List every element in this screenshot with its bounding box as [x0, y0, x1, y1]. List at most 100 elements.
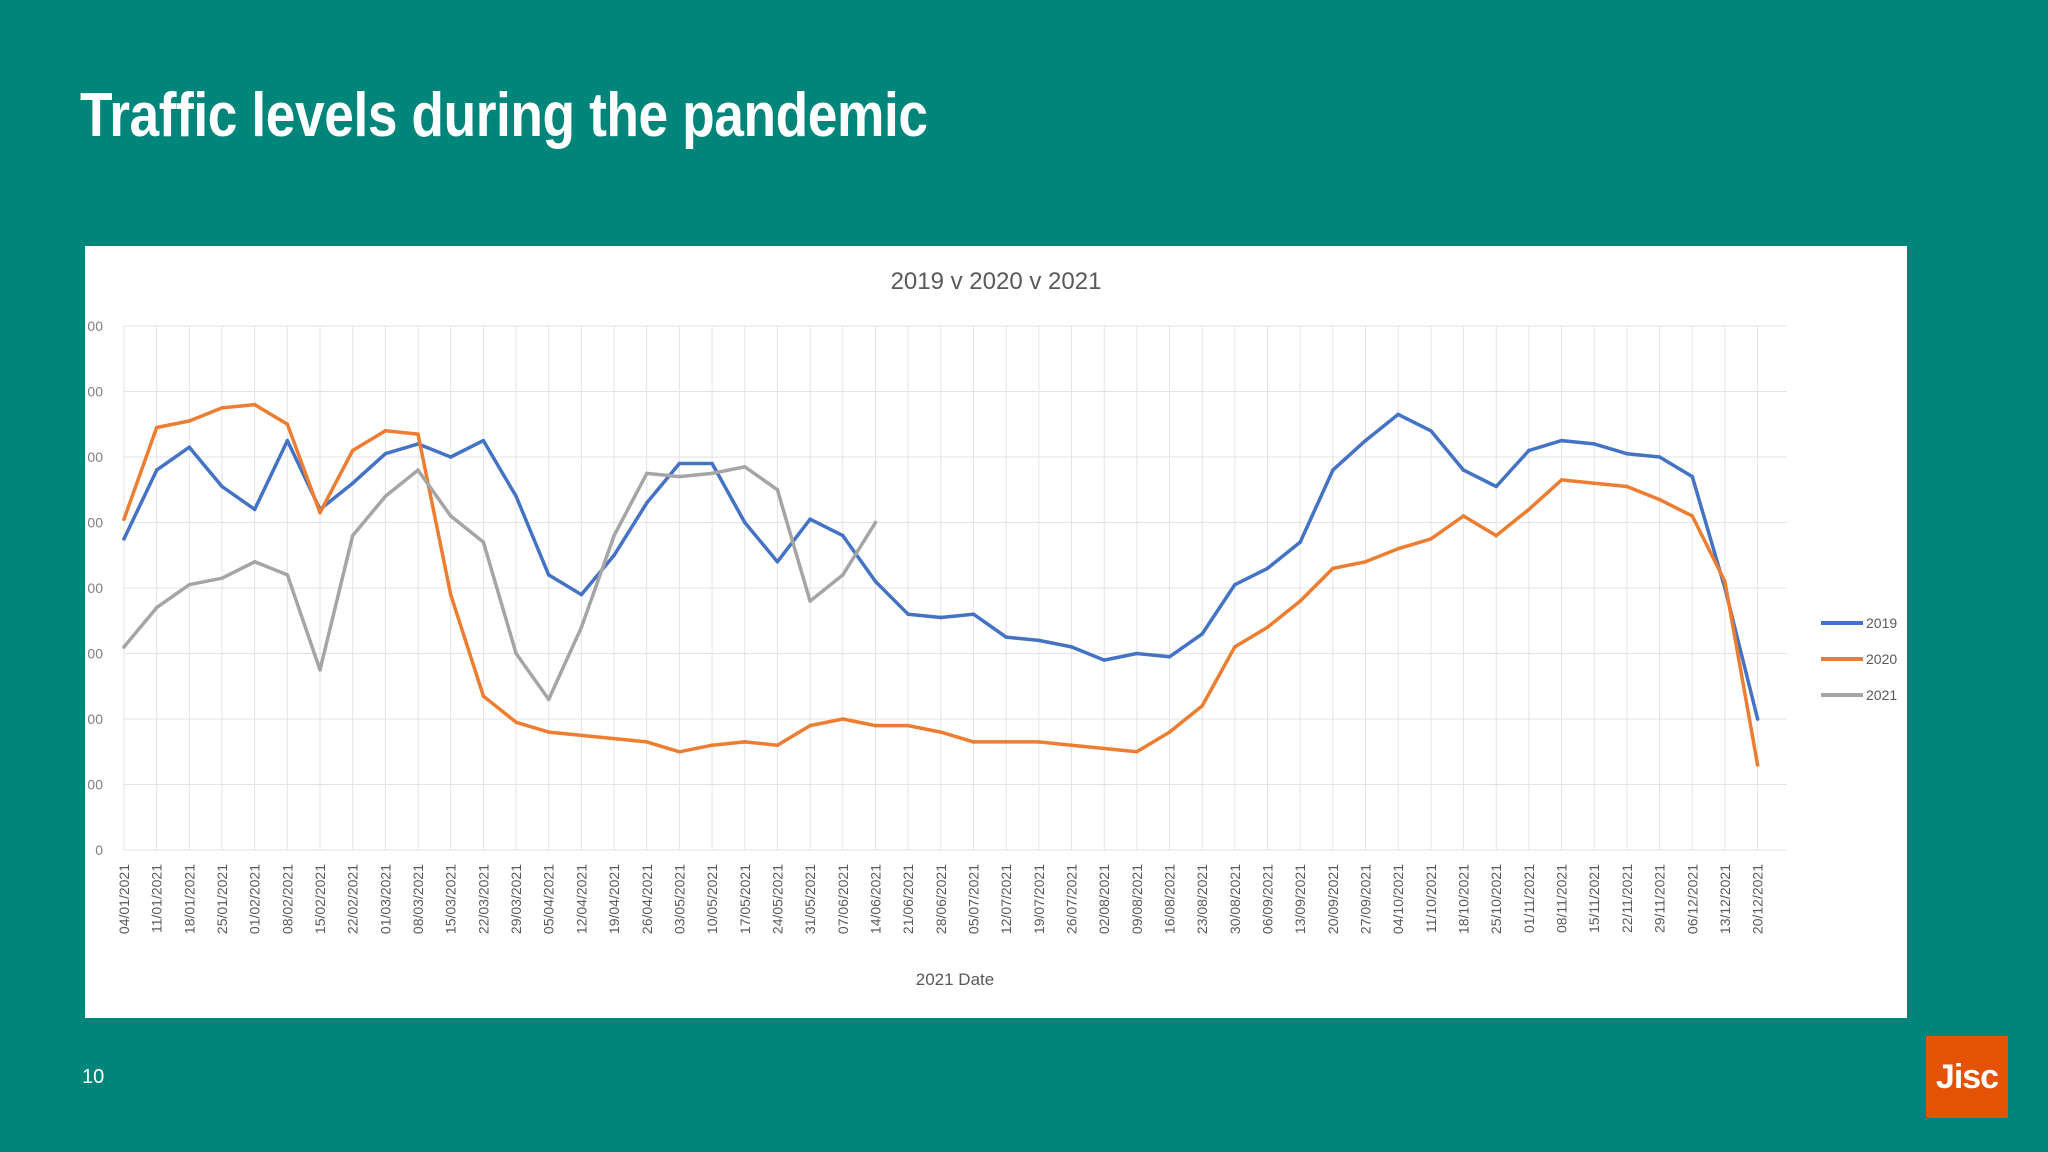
- x-tick-label: 25/10/2021: [1488, 864, 1504, 934]
- data-point-2019: [383, 451, 388, 456]
- data-point-2020: [1069, 743, 1074, 747]
- x-tick-label: 01/11/2021: [1521, 864, 1537, 933]
- chart-title: 2019 v 2020 v 2021: [891, 268, 1102, 295]
- data-point-2021: [710, 471, 714, 476]
- x-tick-label: 07/06/2021: [835, 864, 851, 934]
- data-point-2019: [1690, 474, 1695, 479]
- x-tick-label: 18/10/2021: [1456, 864, 1472, 934]
- x-tick-label: 01/02/2021: [247, 864, 263, 934]
- data-point-2019: [1396, 412, 1401, 417]
- data-point-2019: [514, 494, 518, 499]
- data-point-2020: [1527, 507, 1531, 512]
- x-tick-label: 12/04/2021: [573, 864, 589, 934]
- x-tick-label: 09/08/2021: [1129, 864, 1145, 934]
- data-point-2019: [1004, 635, 1008, 639]
- data-point-2020: [1429, 537, 1433, 541]
- data-point-2021: [742, 465, 747, 469]
- data-point-2021: [448, 514, 453, 518]
- data-point-2019: [1233, 582, 1237, 587]
- x-tick-label: 06/09/2021: [1260, 864, 1276, 934]
- data-point-2019: [1200, 632, 1204, 636]
- data-point-2020: [644, 740, 649, 744]
- data-point-2019: [644, 501, 649, 505]
- x-tick-label: 03/05/2021: [671, 864, 687, 934]
- data-point-2019: [840, 533, 845, 538]
- data-point-2019: [1625, 451, 1629, 456]
- data-point-2019: [742, 520, 747, 525]
- data-point-2020: [742, 740, 747, 744]
- y-tick-label: 00: [87, 777, 103, 793]
- data-point-2020: [285, 422, 290, 427]
- data-point-2021: [252, 560, 257, 564]
- data-point-2019: [1037, 638, 1041, 643]
- legend-label-2020: 2020: [1866, 651, 1897, 667]
- data-point-2019: [873, 579, 878, 584]
- data-point-2019: [1363, 438, 1368, 443]
- x-tick-label: 26/04/2021: [639, 864, 655, 934]
- data-point-2019: [1429, 429, 1433, 433]
- data-point-2021: [285, 573, 290, 577]
- data-point-2020: [220, 406, 224, 410]
- x-tick-label: 27/09/2021: [1358, 864, 1374, 934]
- data-point-2020: [448, 592, 453, 597]
- data-point-2021: [220, 576, 224, 580]
- data-point-2020: [612, 736, 616, 741]
- data-point-2021: [873, 520, 878, 525]
- x-tick-label: 08/02/2021: [279, 864, 295, 934]
- y-tick-label: 00: [87, 580, 103, 596]
- data-point-2021: [644, 471, 649, 476]
- data-point-2019: [122, 537, 126, 541]
- data-point-2019: [971, 612, 976, 616]
- data-point-2021: [187, 582, 192, 587]
- data-point-2019: [710, 461, 714, 466]
- data-point-2020: [677, 749, 682, 754]
- data-point-2020: [1037, 740, 1041, 744]
- x-tick-label: 15/03/2021: [443, 864, 459, 934]
- x-tick-label: 21/06/2021: [900, 864, 916, 934]
- data-point-2020: [840, 717, 845, 721]
- data-point-2021: [350, 533, 355, 538]
- y-tick-label: 00: [87, 449, 103, 465]
- data-point-2019: [579, 592, 584, 597]
- x-tick-label: 01/03/2021: [377, 864, 393, 934]
- x-tick-label: 24/05/2021: [769, 864, 785, 934]
- x-tick-label: 29/03/2021: [508, 864, 524, 934]
- x-tick-label: 22/11/2021: [1619, 864, 1635, 933]
- data-point-2020: [1298, 599, 1302, 603]
- x-tick-label: 22/03/2021: [475, 864, 491, 934]
- data-point-2019: [1592, 442, 1597, 446]
- data-point-2021: [546, 697, 551, 702]
- x-tick-label: 22/02/2021: [345, 864, 361, 934]
- y-tick-label: 00: [87, 711, 103, 727]
- page-number: 10: [82, 1066, 105, 1088]
- data-point-2019: [808, 517, 812, 522]
- data-point-2020: [1331, 566, 1335, 571]
- data-point-2019: [1102, 658, 1106, 662]
- x-tick-label: 08/03/2021: [410, 864, 426, 934]
- data-point-2020: [514, 720, 518, 725]
- x-axis-label: 2021 Date: [916, 970, 994, 989]
- x-tick-label: 02/08/2021: [1096, 864, 1112, 934]
- data-point-2020: [971, 740, 976, 744]
- jisc-logo: Jisc: [1926, 1036, 2008, 1118]
- data-point-2019: [1494, 484, 1499, 489]
- data-point-2019: [220, 484, 224, 489]
- x-tick-label: 12/07/2021: [998, 864, 1014, 934]
- x-tick-label: 29/11/2021: [1652, 864, 1668, 933]
- data-point-2020: [1102, 746, 1106, 751]
- y-tick-label: 00: [87, 646, 103, 662]
- x-tick-label: 31/05/2021: [802, 864, 818, 934]
- data-point-2019: [252, 507, 257, 512]
- data-point-2020: [546, 730, 551, 734]
- x-tick-label: 06/12/2021: [1684, 864, 1700, 934]
- legend-label-2021: 2021: [1866, 687, 1897, 703]
- data-point-2019: [1755, 717, 1760, 721]
- x-tick-label: 05/07/2021: [965, 864, 981, 934]
- x-tick-label: 20/09/2021: [1325, 864, 1341, 934]
- data-point-2020: [350, 448, 355, 453]
- series-line-2021: [122, 465, 878, 702]
- data-point-2019: [612, 553, 616, 558]
- data-point-2019: [1298, 540, 1302, 544]
- data-point-2020: [481, 694, 486, 698]
- data-point-2021: [122, 645, 126, 649]
